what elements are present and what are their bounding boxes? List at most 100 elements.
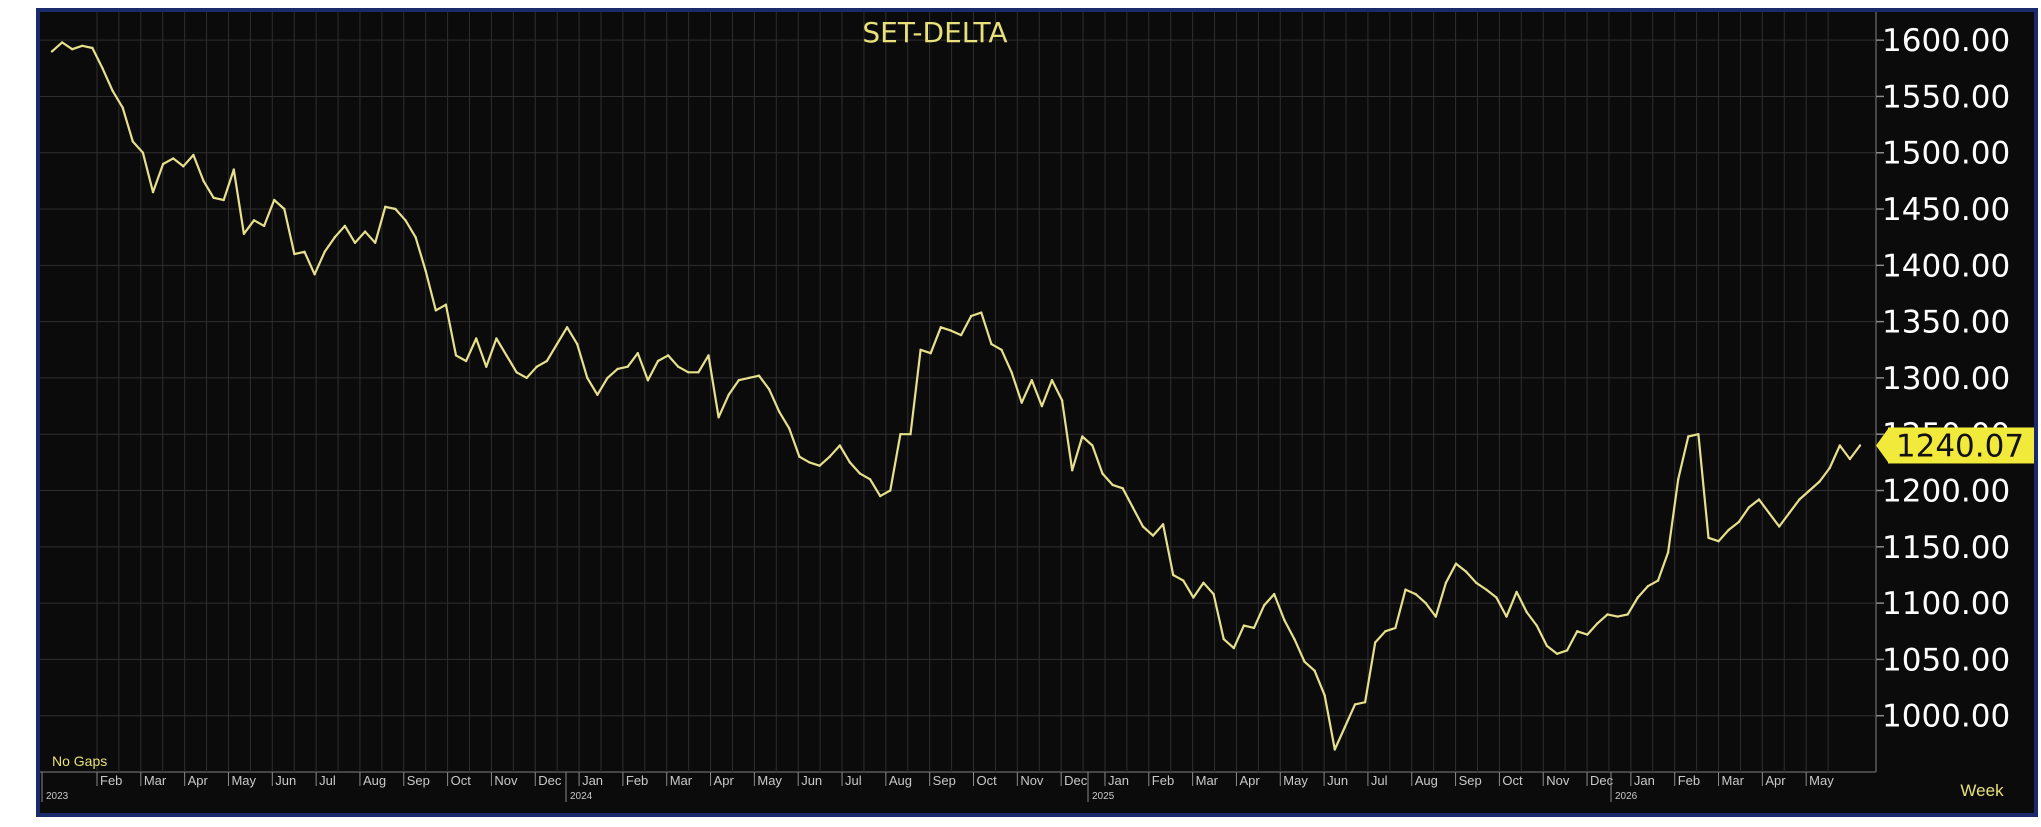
series-point (1717, 540, 1720, 543)
series-point (182, 165, 185, 168)
series-point (1020, 401, 1023, 404)
series-point (970, 314, 973, 318)
y-tick-label: 1500.00 (1882, 136, 2010, 172)
series-point (919, 348, 922, 351)
x-month-label: Nov (494, 773, 518, 788)
y-tick-label: 1200.00 (1882, 474, 2010, 510)
series-point (1788, 511, 1791, 515)
x-month-label: Oct (1502, 773, 1523, 788)
series-point (1818, 480, 1821, 483)
series-point (1848, 457, 1852, 461)
series-point (646, 379, 650, 382)
series-point (1747, 506, 1751, 509)
last-value-label: 1240.07 (1896, 428, 2024, 464)
series-point (525, 376, 528, 380)
series-point (1495, 596, 1498, 599)
series-point (283, 207, 286, 211)
series-point (404, 219, 407, 222)
series-point (1242, 624, 1246, 627)
series-point (1424, 601, 1427, 605)
x-month-label: Mar (670, 773, 693, 788)
series-point (1535, 624, 1539, 627)
x-month-label: May (231, 773, 256, 788)
y-tick-label: 1600.00 (1882, 23, 2010, 59)
series-point (414, 236, 417, 239)
x-month-label: Jul (319, 773, 336, 788)
x-month-label: Jul (845, 773, 862, 788)
x-month-label: Apr (1765, 773, 1786, 788)
series-point (1505, 615, 1508, 618)
x-year-label: 2024 (570, 791, 593, 802)
y-tick-label: 1400.00 (1882, 248, 2010, 284)
series-line (51, 41, 1861, 751)
series-point (1515, 590, 1518, 594)
series-point (293, 252, 296, 256)
series-point (1222, 637, 1225, 641)
price-axis-panel (1876, 12, 2034, 772)
series-point (990, 342, 993, 346)
series-point (1141, 525, 1145, 528)
series-point (1485, 588, 1488, 591)
series-point (485, 365, 488, 368)
series-point (1606, 613, 1609, 616)
y-tick-label: 1150.00 (1882, 530, 2010, 566)
series-point (1363, 701, 1367, 704)
series-point (1737, 520, 1741, 524)
series-point (767, 388, 771, 391)
series-point (576, 342, 579, 346)
series-point (980, 311, 983, 314)
series-point (899, 433, 902, 436)
series-point (1040, 404, 1044, 408)
x-month-label: Oct (977, 773, 998, 788)
series-point (151, 190, 155, 194)
x-month-label: Dec (1064, 773, 1088, 788)
series-point (1121, 487, 1124, 490)
series-point (161, 162, 165, 166)
series-point (788, 427, 791, 430)
series-point (394, 207, 397, 211)
series-point (717, 416, 720, 419)
series-point (555, 342, 559, 346)
x-month-label: Nov (1020, 773, 1044, 788)
x-month-label: Apr (188, 773, 209, 788)
x-month-label: Jun (801, 773, 822, 788)
series-point (1293, 637, 1296, 641)
series-point (909, 433, 912, 436)
x-month-label: Feb (1678, 773, 1700, 788)
series-point (343, 224, 347, 228)
series-point (1656, 579, 1660, 582)
series-point (1636, 596, 1640, 599)
x-month-label: Sep (1459, 773, 1482, 788)
x-month-label: Mar (1196, 773, 1219, 788)
series-point (535, 365, 538, 368)
series-point (1707, 536, 1710, 539)
series-point (1384, 630, 1387, 633)
no-gaps-label: No Gaps (52, 753, 107, 769)
series-point (929, 352, 932, 355)
series-point (879, 494, 882, 498)
series-point (1687, 435, 1690, 438)
series-point (273, 198, 276, 202)
last-value-badge: 1240.07 (1876, 427, 2034, 464)
series-point (1252, 626, 1256, 630)
plot-area (40, 12, 1876, 772)
y-tick-label: 1050.00 (1882, 642, 2010, 678)
series-point (252, 219, 256, 222)
series-point (212, 196, 215, 199)
series-point (959, 333, 963, 337)
y-tick-label: 1000.00 (1882, 699, 2010, 735)
series-point (1333, 748, 1337, 751)
x-month-label: Sep (933, 773, 956, 788)
series-point (454, 354, 458, 357)
x-month-label: Mar (144, 773, 167, 788)
series-point (424, 269, 427, 273)
series-point (1404, 588, 1407, 591)
series-point (565, 326, 569, 329)
series-point (545, 359, 549, 363)
series-point (202, 179, 205, 183)
x-month-label: Dec (1590, 773, 1614, 788)
data-points (50, 41, 1862, 751)
series-point (1444, 581, 1448, 584)
x-month-label: Dec (538, 773, 562, 788)
series-point (232, 168, 235, 171)
